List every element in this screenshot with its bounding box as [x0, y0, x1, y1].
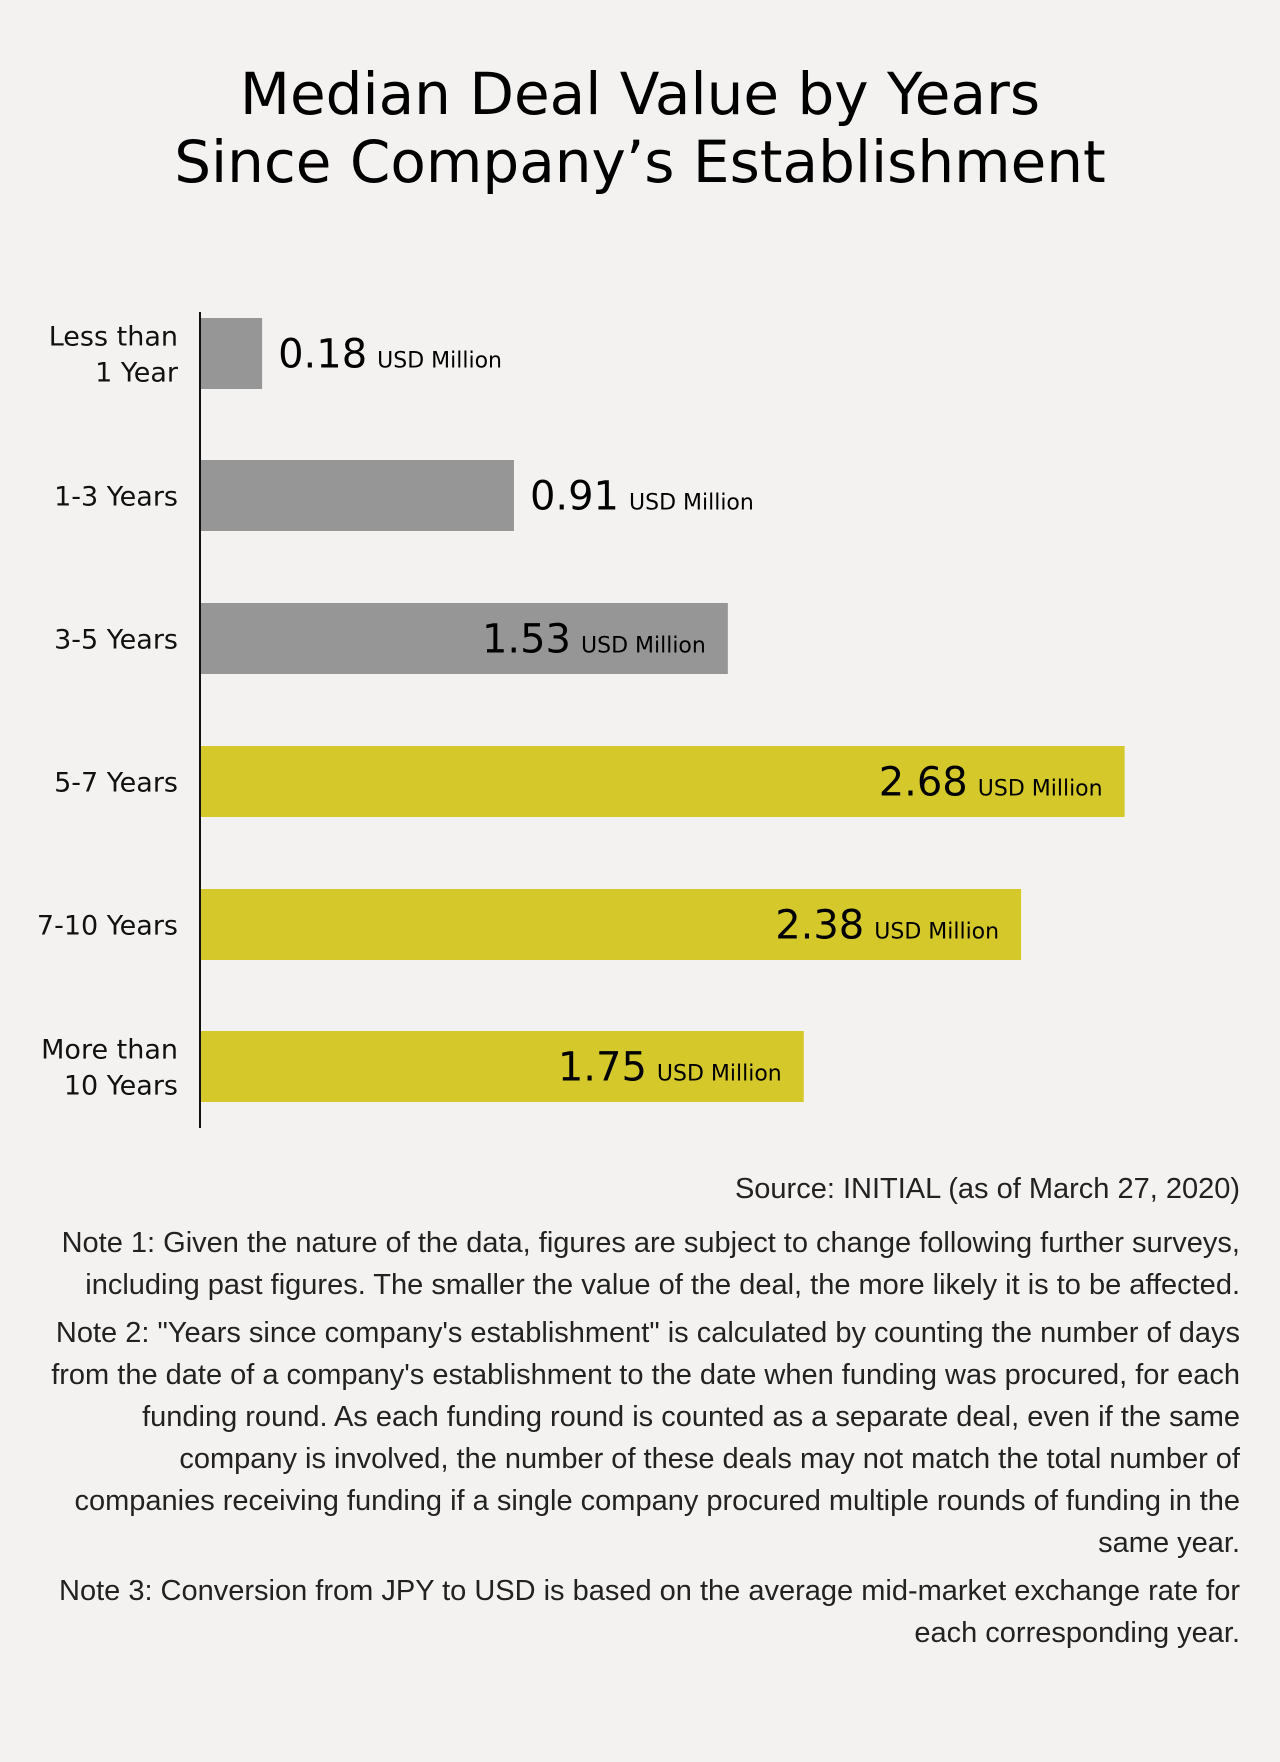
- category-label: 1-3 Years: [54, 482, 178, 513]
- bar-chart: Less than 1 Year 0.18 USD Million 1-3 Years 0…: [37, 312, 1125, 1128]
- category-label: 5-7 Years: [54, 768, 178, 799]
- bar: [200, 318, 263, 389]
- category-label: 3-5 Years: [54, 625, 178, 656]
- bar: [200, 460, 514, 531]
- chart-title: Median Deal Value by Years Since Company…: [0, 60, 1280, 196]
- bar: [200, 889, 1022, 960]
- note-3: Note 3: Conversion from JPY to USD is ba…: [59, 1575, 1240, 1649]
- bar: [200, 1031, 804, 1102]
- note-2: Note 2: "Years since company's establish…: [51, 1317, 1240, 1559]
- chart-title-line-2: Since Company’s Establishment: [174, 128, 1106, 196]
- data-label: 2.38 USD Million: [775, 903, 999, 949]
- bar: [200, 746, 1125, 817]
- category-label: More than 10 Years: [41, 1035, 178, 1102]
- data-label: 0.91 USD Million: [530, 474, 754, 520]
- source-text: Source: INITIAL (as of March 27, 2020): [734, 1173, 1240, 1205]
- category-label: Less than 1 Year: [49, 322, 179, 389]
- data-label: 1.53 USD Million: [482, 617, 706, 663]
- category-label: 7-10 Years: [37, 911, 178, 942]
- data-label: 2.68 USD Million: [879, 760, 1103, 806]
- chart-title-line-1: Median Deal Value by Years: [239, 60, 1041, 128]
- notes-section: Source: INITIAL (as of March 27, 2020) N…: [40, 1168, 1240, 1660]
- note-1: Note 1: Given the nature of the data, fi…: [61, 1227, 1240, 1301]
- data-label: 0.18 USD Million: [278, 332, 502, 378]
- bar: [200, 603, 728, 674]
- data-label: 1.75 USD Million: [558, 1045, 782, 1091]
